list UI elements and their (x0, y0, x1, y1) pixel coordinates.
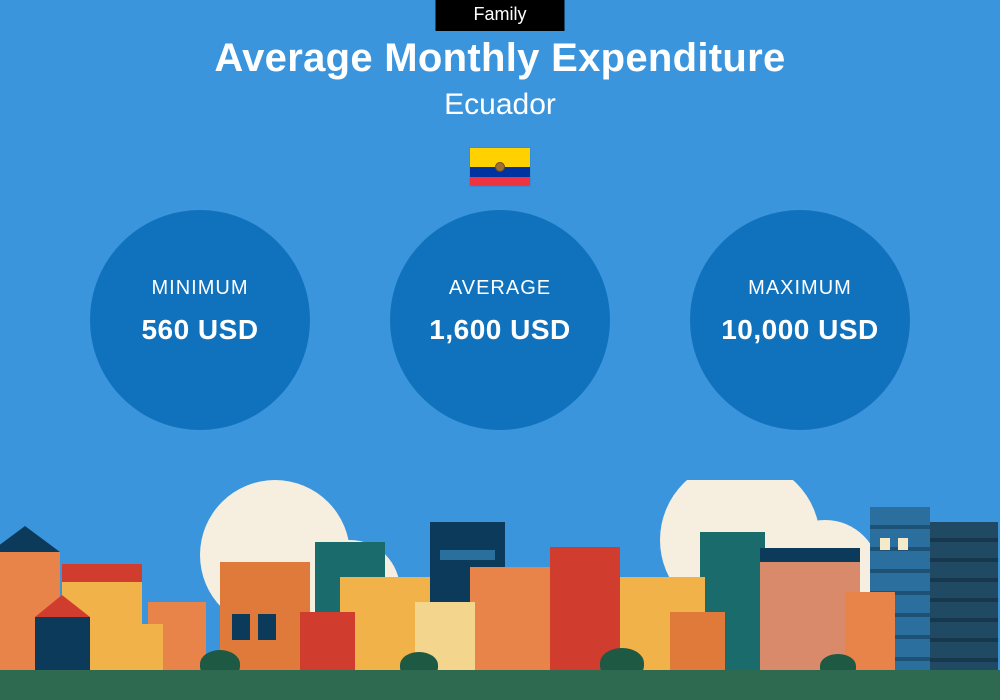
flag-icon (470, 148, 530, 186)
stats-row: MINIMUM 560 USD AVERAGE 1,600 USD MAXIMU… (0, 210, 1000, 430)
stat-value: 560 USD (141, 314, 258, 346)
stat-label: MAXIMUM (748, 277, 852, 300)
stat-label: AVERAGE (449, 277, 551, 300)
ground-strip (0, 670, 1000, 700)
country-name: Ecuador (0, 88, 1000, 122)
stat-label: MINIMUM (152, 277, 249, 300)
category-badge: Family (436, 0, 565, 31)
cityscape-illustration (0, 480, 1000, 700)
stat-average: AVERAGE 1,600 USD (390, 210, 610, 430)
stat-maximum: MAXIMUM 10,000 USD (690, 210, 910, 430)
stat-minimum: MINIMUM 560 USD (90, 210, 310, 430)
stat-value: 10,000 USD (721, 314, 879, 346)
infographic-root: Family Average Monthly Expenditure Ecuad… (0, 0, 1000, 700)
page-title: Average Monthly Expenditure (0, 36, 1000, 81)
stat-value: 1,600 USD (429, 314, 570, 346)
